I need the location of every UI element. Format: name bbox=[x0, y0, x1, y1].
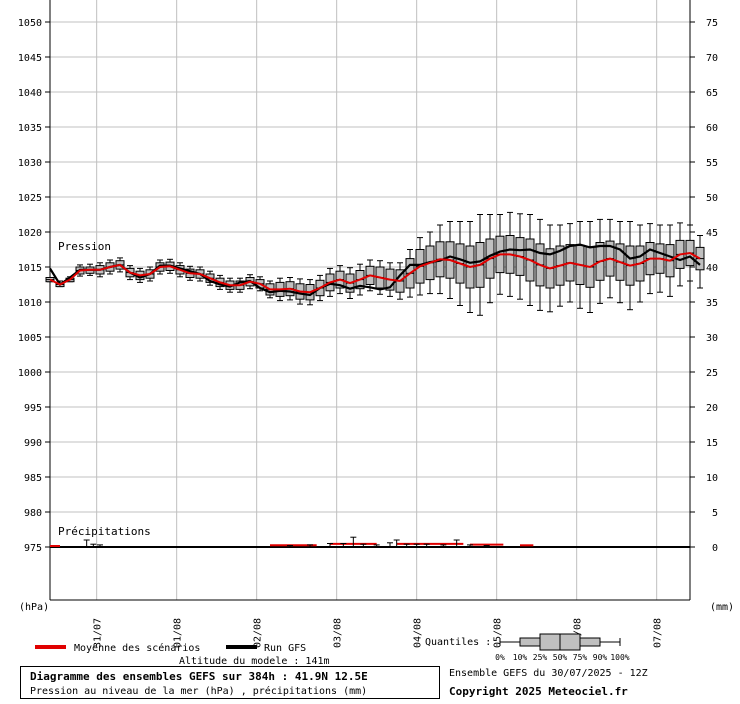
quantiles-legend-glyph bbox=[499, 633, 621, 651]
quantile-tick-label: 10% bbox=[513, 653, 528, 662]
right-tick-label: 40 bbox=[706, 263, 718, 274]
grid bbox=[50, 0, 690, 600]
left-tick-label: 995 bbox=[24, 403, 42, 414]
left-tick-label: 1050 bbox=[18, 18, 42, 29]
left-tick-label: 985 bbox=[24, 473, 42, 484]
axes: 9759809859909951000100510101015102010251… bbox=[18, 0, 718, 648]
left-tick-label: 1010 bbox=[18, 298, 42, 309]
left-tick-label: 1005 bbox=[18, 333, 42, 344]
ensemble-info: Ensemble GEFS du 30/07/2025 - 12Z bbox=[449, 668, 648, 679]
chart-subtitle: Pression au niveau de la mer (hPa) , pré… bbox=[30, 685, 367, 697]
right-tick-label: 50 bbox=[706, 193, 718, 204]
right-tick-label: 55 bbox=[706, 158, 718, 169]
date-tick-label: 05/08 bbox=[493, 618, 504, 648]
left-tick-label: 990 bbox=[24, 438, 42, 449]
pressure-series-label: Pression bbox=[58, 240, 111, 253]
right-tick-label: 35 bbox=[706, 298, 718, 309]
quantile-tick-label: 0% bbox=[495, 653, 505, 662]
left-tick-label: 1000 bbox=[18, 368, 42, 379]
date-tick-label: 02/08 bbox=[253, 618, 264, 648]
left-axis-unit: (hPa) bbox=[19, 602, 49, 613]
left-tick-label: 1025 bbox=[18, 193, 42, 204]
right-tick-label: 20 bbox=[706, 403, 718, 414]
left-tick-label: 1015 bbox=[18, 263, 42, 274]
right-tick-label: 25 bbox=[706, 368, 718, 379]
right-tick-label: 10 bbox=[706, 473, 718, 484]
right-tick-label: 5 bbox=[712, 508, 718, 519]
right-tick-label: 75 bbox=[706, 18, 718, 29]
left-tick-label: 1030 bbox=[18, 158, 42, 169]
right-tick-label: 65 bbox=[706, 88, 718, 99]
chart-title: Diagramme des ensembles GEFS sur 384h : … bbox=[30, 670, 368, 683]
right-tick-label: 15 bbox=[706, 438, 718, 449]
date-tick-label: 07/08 bbox=[653, 618, 664, 648]
right-tick-label: 45 bbox=[706, 228, 718, 239]
legend-mean-label: Moyenne des scénarios bbox=[74, 642, 200, 654]
left-tick-label: 1035 bbox=[18, 123, 42, 134]
left-tick-label: 975 bbox=[24, 543, 42, 554]
ensemble-mean-line bbox=[49, 251, 701, 294]
date-tick-label: 03/08 bbox=[333, 618, 344, 648]
left-tick-label: 1040 bbox=[18, 88, 42, 99]
date-tick-label: 06/08 bbox=[573, 618, 584, 648]
quantile-tick-label: 75% bbox=[573, 653, 588, 662]
quantile-tick-label: 100% bbox=[610, 653, 629, 662]
quantile-tick-labels: 0% 10% 25% 50% 75% 90% 100% bbox=[495, 653, 630, 662]
quantile-tick-label: 90% bbox=[593, 653, 608, 662]
quantiles-title: Quantiles : bbox=[425, 637, 491, 648]
left-tick-label: 980 bbox=[24, 508, 42, 519]
date-tick-label: 31/07 bbox=[93, 618, 104, 648]
copyright: Copyright 2025 Meteociel.fr bbox=[449, 685, 628, 698]
left-tick-label: 1045 bbox=[18, 53, 42, 64]
date-tick-label: 04/08 bbox=[413, 618, 424, 648]
date-tick-label: 01/08 bbox=[173, 618, 184, 648]
right-tick-label: 0 bbox=[712, 543, 718, 554]
title-box bbox=[20, 666, 440, 699]
quantile-tick-label: 25% bbox=[533, 653, 548, 662]
right-tick-label: 30 bbox=[706, 333, 718, 344]
pressure-lines bbox=[49, 243, 701, 297]
right-axis-unit: (mm) bbox=[710, 602, 734, 613]
precip-series-label: Précipitations bbox=[58, 525, 151, 538]
precipitation-series bbox=[50, 536, 534, 547]
quantile-tick-label: 50% bbox=[553, 653, 568, 662]
right-tick-label: 60 bbox=[706, 123, 718, 134]
altitude-label: Altitude du modele : 141m bbox=[179, 656, 330, 667]
left-tick-label: 1020 bbox=[18, 228, 42, 239]
legend-run-label: Run GFS bbox=[264, 643, 306, 654]
right-tick-label: 70 bbox=[706, 53, 718, 64]
